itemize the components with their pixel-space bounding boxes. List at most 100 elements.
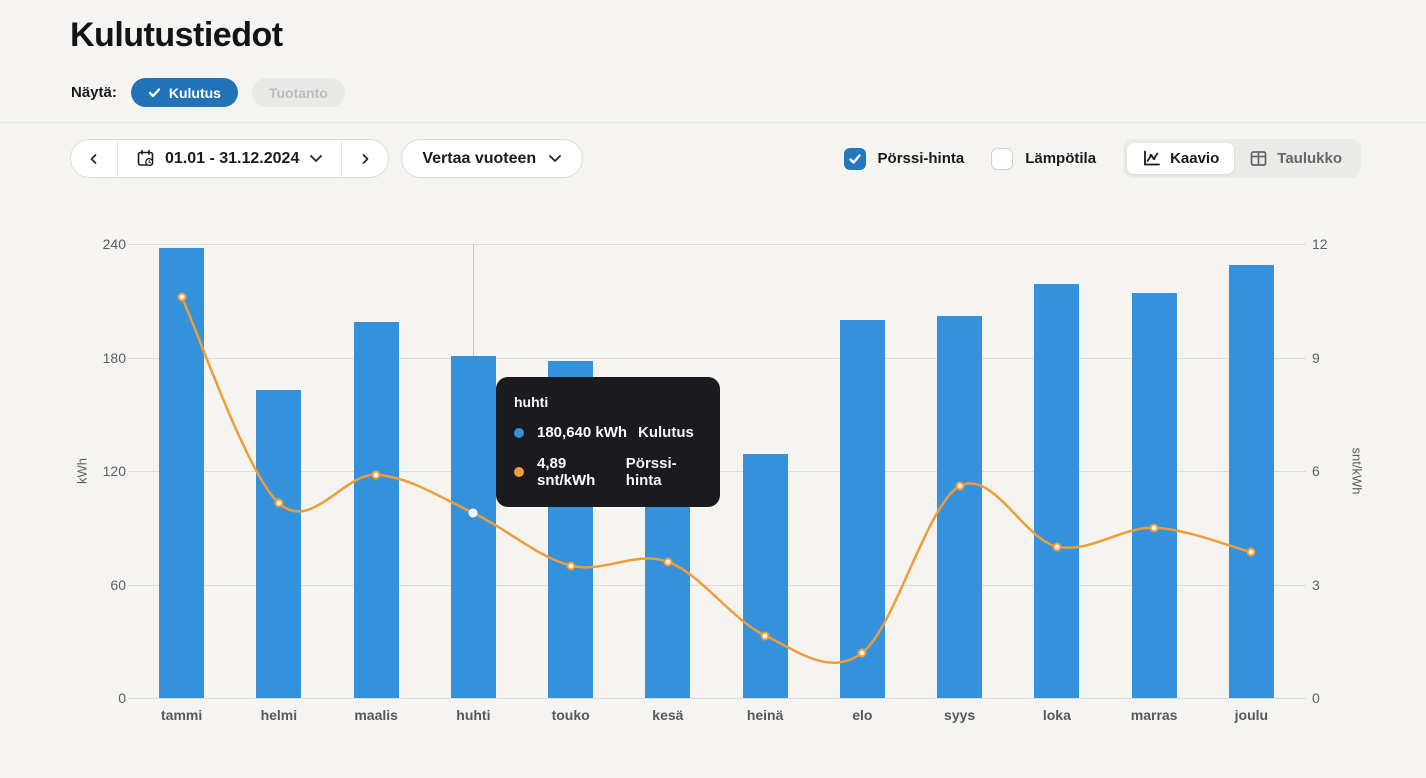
tooltip-row-porssi-hinta: 4,89 snt/kWh Pörssi-hinta: [514, 455, 702, 489]
left-axis-tick: 240: [102, 236, 126, 252]
table-icon: [1249, 149, 1268, 168]
price-point-heinä: [760, 631, 770, 641]
consumption-chart: kWh snt/kWh huhti 180,640 kWh Kulutus 4,…: [0, 196, 1426, 778]
checkbox-checked[interactable]: [843, 147, 866, 170]
view-kaavio-button[interactable]: Kaavio: [1127, 143, 1235, 174]
tooltip-title: huhti: [514, 394, 549, 410]
chevron-right-icon: [359, 153, 371, 165]
price-point-touko: [566, 561, 576, 571]
price-point-loka: [1052, 542, 1062, 552]
x-axis-label-huhti: huhti: [456, 707, 491, 723]
chevron-down-icon: [548, 154, 562, 163]
bar-helmi[interactable]: [256, 389, 302, 698]
left-axis-tick: 0: [118, 690, 126, 706]
chevron-down-icon: [309, 154, 323, 163]
bar-syys[interactable]: [937, 315, 983, 698]
kulutus-series-dot: [514, 427, 524, 438]
next-period-button[interactable]: [342, 140, 388, 177]
toolbar-right: Pörssi-hinta Lämpötila Kaavi: [843, 139, 1361, 178]
x-axis-label-marras: marras: [1130, 707, 1178, 723]
filter-tuotanto-label: Tuotanto: [268, 84, 328, 101]
tooltip-kulutus-label: Kulutus: [638, 424, 694, 441]
tooltip-row-kulutus: 180,640 kWh Kulutus: [514, 424, 702, 441]
porssi-hinta-label: Pörssi-hinta: [877, 150, 965, 167]
right-axis-tick: 0: [1312, 690, 1320, 706]
gridline: [128, 698, 1306, 699]
chart-tooltip: huhti 180,640 kWh Kulutus 4,89 snt/kWh P…: [496, 377, 720, 507]
view-taulukko-button[interactable]: Taulukko: [1234, 143, 1357, 174]
toolbar: 01.01 - 31.12.2024 Vertaa vuoteen: [70, 139, 1361, 178]
calendar-icon: [136, 149, 155, 168]
price-point-highlighted-huhti: [468, 508, 478, 518]
header-divider: [0, 122, 1426, 123]
filter-kulutus-label: Kulutus: [168, 84, 221, 101]
tooltip-kulutus-value: 180,640 kWh: [537, 424, 628, 441]
x-axis-label-tammi: tammi: [161, 707, 203, 723]
porssi-hinta-series-dot: [514, 467, 524, 477]
bar-joulu[interactable]: [1228, 264, 1274, 698]
x-axis-label-kesä: kesä: [652, 707, 684, 723]
date-range-value: 01.01 - 31.12.2024: [165, 149, 300, 167]
x-axis-label-loka: loka: [1042, 707, 1071, 723]
compare-year-label: Vertaa vuoteen: [422, 149, 537, 167]
x-axis-label-elo: elo: [852, 707, 873, 723]
page-title: Kulutustiedot: [70, 16, 283, 54]
left-axis-tick: 180: [102, 349, 126, 366]
hover-crosshair-line: [473, 244, 475, 357]
gridline: [128, 584, 1306, 586]
bar-huhti[interactable]: [450, 356, 496, 698]
price-point-helmi: [274, 498, 284, 508]
check-icon: [148, 86, 161, 99]
bar-heinä[interactable]: [742, 453, 788, 698]
filter-tuotanto-button[interactable]: Tuotanto: [251, 78, 345, 107]
compare-year-dropdown[interactable]: Vertaa vuoteen: [401, 139, 584, 178]
bar-maalis[interactable]: [353, 321, 399, 698]
show-filter-row: Näytä: Kulutus Tuotanto: [71, 78, 345, 107]
right-axis-tick: 3: [1312, 576, 1320, 593]
tooltip-porssi-hinta-label: Pörssi-hinta: [625, 455, 677, 489]
toolbar-left: 01.01 - 31.12.2024 Vertaa vuoteen: [70, 139, 584, 178]
right-axis-tick: 6: [1312, 463, 1320, 479]
gridline: [128, 357, 1306, 359]
x-axis-label-helmi: helmi: [260, 707, 298, 723]
tooltip-porssi-hinta-value: 4,89 snt/kWh: [537, 455, 596, 489]
price-point-syys: [955, 481, 965, 491]
right-axis-tick: 9: [1312, 349, 1320, 366]
show-filter-label: Näytä:: [71, 84, 117, 101]
x-axis-label-maalis: maalis: [354, 707, 398, 723]
view-taulukko-label: Taulukko: [1277, 150, 1342, 167]
right-axis-tick: 12: [1312, 236, 1328, 252]
price-point-tammi: [177, 292, 187, 302]
filter-kulutus-button[interactable]: Kulutus: [130, 78, 238, 107]
bar-marras[interactable]: [1131, 293, 1177, 698]
chevron-left-icon: [88, 153, 100, 165]
lampotila-checkbox[interactable]: Lämpötila: [991, 147, 1097, 170]
view-toggle: Kaavio Taulukko: [1123, 139, 1361, 178]
porssi-hinta-checkbox[interactable]: Pörssi-hinta: [843, 147, 965, 170]
line-chart-icon: [1142, 149, 1161, 168]
view-kaavio-label: Kaavio: [1170, 150, 1220, 167]
x-axis-label-joulu: joulu: [1234, 707, 1269, 723]
left-axis-tick: 60: [110, 576, 126, 593]
x-axis-label-heinä: heinä: [746, 707, 784, 723]
price-point-kesä: [663, 557, 673, 567]
x-axis-label-syys: syys: [944, 707, 976, 723]
lampotila-label: Lämpötila: [1025, 150, 1097, 167]
gridline: [128, 244, 1306, 245]
price-point-maalis: [371, 470, 381, 480]
divider: [117, 140, 118, 177]
price-point-marras: [1149, 523, 1159, 533]
price-point-elo: [857, 648, 867, 658]
bar-loka[interactable]: [1034, 283, 1080, 698]
date-navigation: 01.01 - 31.12.2024: [70, 139, 390, 178]
checkbox-unchecked[interactable]: [991, 147, 1014, 170]
price-point-joulu: [1246, 547, 1256, 557]
date-range-button[interactable]: 01.01 - 31.12.2024: [118, 140, 341, 177]
bar-tammi[interactable]: [159, 247, 205, 698]
previous-period-button[interactable]: [71, 140, 117, 177]
divider: [341, 140, 343, 177]
x-axis-label-touko: touko: [551, 707, 590, 723]
left-axis-tick: 120: [102, 463, 126, 479]
bar-elo[interactable]: [839, 319, 885, 698]
